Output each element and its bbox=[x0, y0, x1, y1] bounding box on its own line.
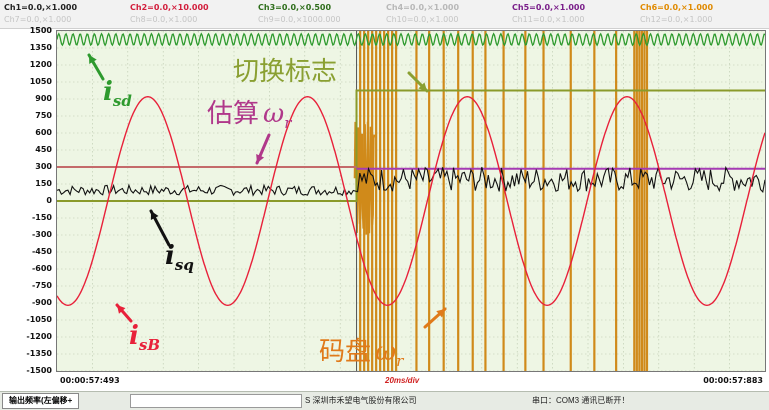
channel-label[interactable]: Ch11=0.0,×1.000 bbox=[512, 15, 585, 24]
y-tick-label: 300 bbox=[35, 162, 52, 171]
isd-arrow-head bbox=[89, 55, 97, 64]
switch-flag-arrow-head bbox=[418, 82, 427, 91]
waveform-svg bbox=[57, 31, 765, 371]
channel-label[interactable]: Ch9=0.0,×1000.000 bbox=[258, 15, 341, 24]
encoder-omega-label: 码盘 ωr bbox=[319, 337, 404, 371]
y-tick-label: -1200 bbox=[26, 332, 52, 341]
isd-line bbox=[57, 32, 765, 47]
switch-flag-label: 切换标志 bbox=[233, 57, 338, 87]
encoder-arrow-head bbox=[436, 309, 445, 318]
y-tick-label: -1500 bbox=[26, 366, 52, 375]
estimated-arrow-head bbox=[256, 154, 265, 163]
y-tick-label: -750 bbox=[31, 281, 52, 290]
channel-label[interactable]: Ch6=0.0,×1.000 bbox=[640, 3, 714, 12]
port-status: 串口：COM3 通讯已断开！ bbox=[532, 396, 630, 405]
switch-flag-line bbox=[57, 89, 765, 202]
isb-arrow-head bbox=[117, 305, 126, 314]
status-bar: 输出频率(左偏移+ S 深圳市禾望电气股份有限公司 串口：COM3 通讯已断开！ bbox=[0, 391, 769, 410]
y-tick-label: 150 bbox=[35, 179, 52, 188]
isq-label: isq bbox=[165, 241, 194, 275]
tab-input-field[interactable] bbox=[130, 394, 302, 408]
y-tick-label: 600 bbox=[35, 128, 52, 137]
y-tick-label: -450 bbox=[31, 247, 52, 256]
y-tick-label: 450 bbox=[35, 145, 52, 154]
isq-line bbox=[57, 165, 765, 197]
y-tick-label: 0 bbox=[46, 196, 52, 205]
channel-label[interactable]: Ch5=0.0,×1.000 bbox=[512, 3, 586, 12]
y-tick-label: -1350 bbox=[26, 349, 52, 358]
y-tick-label: -600 bbox=[31, 264, 52, 273]
channel-label[interactable]: Ch7=0.0,×1.000 bbox=[4, 15, 72, 24]
y-tick-label: -150 bbox=[31, 213, 52, 222]
y-tick-label: -1050 bbox=[26, 315, 52, 324]
y-tick-label: 900 bbox=[35, 94, 52, 103]
channel-label[interactable]: Ch10=0.0,×1.000 bbox=[386, 15, 459, 24]
waveform-plot[interactable]: isd 切换标志 估算 ωr isq isB 码盘 ωr bbox=[56, 30, 766, 372]
time-scale: 20ms/div bbox=[385, 376, 420, 385]
y-tick-label: 1500 bbox=[29, 26, 52, 35]
channel-label[interactable]: Ch4=0.0,×1.000 bbox=[386, 3, 460, 12]
isq-arrow-head bbox=[150, 211, 159, 220]
y-tick-label: -300 bbox=[31, 230, 52, 239]
y-tick-label: -900 bbox=[31, 298, 52, 307]
channel-label[interactable]: Ch3=0.0,×0.500 bbox=[258, 3, 332, 12]
estimated-omega-label: 估算 ωr bbox=[207, 99, 292, 133]
company-label: S 深圳市禾望电气股份有限公司 bbox=[305, 396, 417, 405]
y-axis-labels: 1500 1350 1200 1050 900 750 600 450 300 150 0 -150-… bbox=[0, 26, 56, 375]
output-tab[interactable]: 输出频率(左偏移+ bbox=[2, 393, 80, 409]
isb-line bbox=[57, 95, 765, 307]
channel-header: Ch1=0.0,×1.000 Ch2=0.0,×10.000 Ch3=0.0,×0.… bbox=[0, 0, 769, 29]
channel-label[interactable]: Ch8=0.0,×1.000 bbox=[130, 15, 198, 24]
y-tick-label: 1350 bbox=[29, 43, 52, 52]
time-start: 00:00:57:493 bbox=[60, 376, 120, 385]
time-end: 00:00:57:883 bbox=[703, 376, 763, 385]
isd-label: isd bbox=[103, 77, 132, 111]
isb-label: isB bbox=[129, 321, 161, 355]
channel-label[interactable]: Ch2=0.0,×10.000 bbox=[130, 3, 209, 12]
encoder-burst bbox=[353, 121, 376, 235]
y-tick-label: 750 bbox=[35, 111, 52, 120]
channel-label[interactable]: Ch1=0.0,×1.000 bbox=[4, 3, 78, 12]
time-axis: 00:00:57:493 00:00:57:883 bbox=[0, 373, 769, 391]
channel-label[interactable]: Ch12=0.0,×1.000 bbox=[640, 15, 713, 24]
y-tick-label: 1050 bbox=[29, 77, 52, 86]
y-tick-label: 1200 bbox=[29, 60, 52, 69]
